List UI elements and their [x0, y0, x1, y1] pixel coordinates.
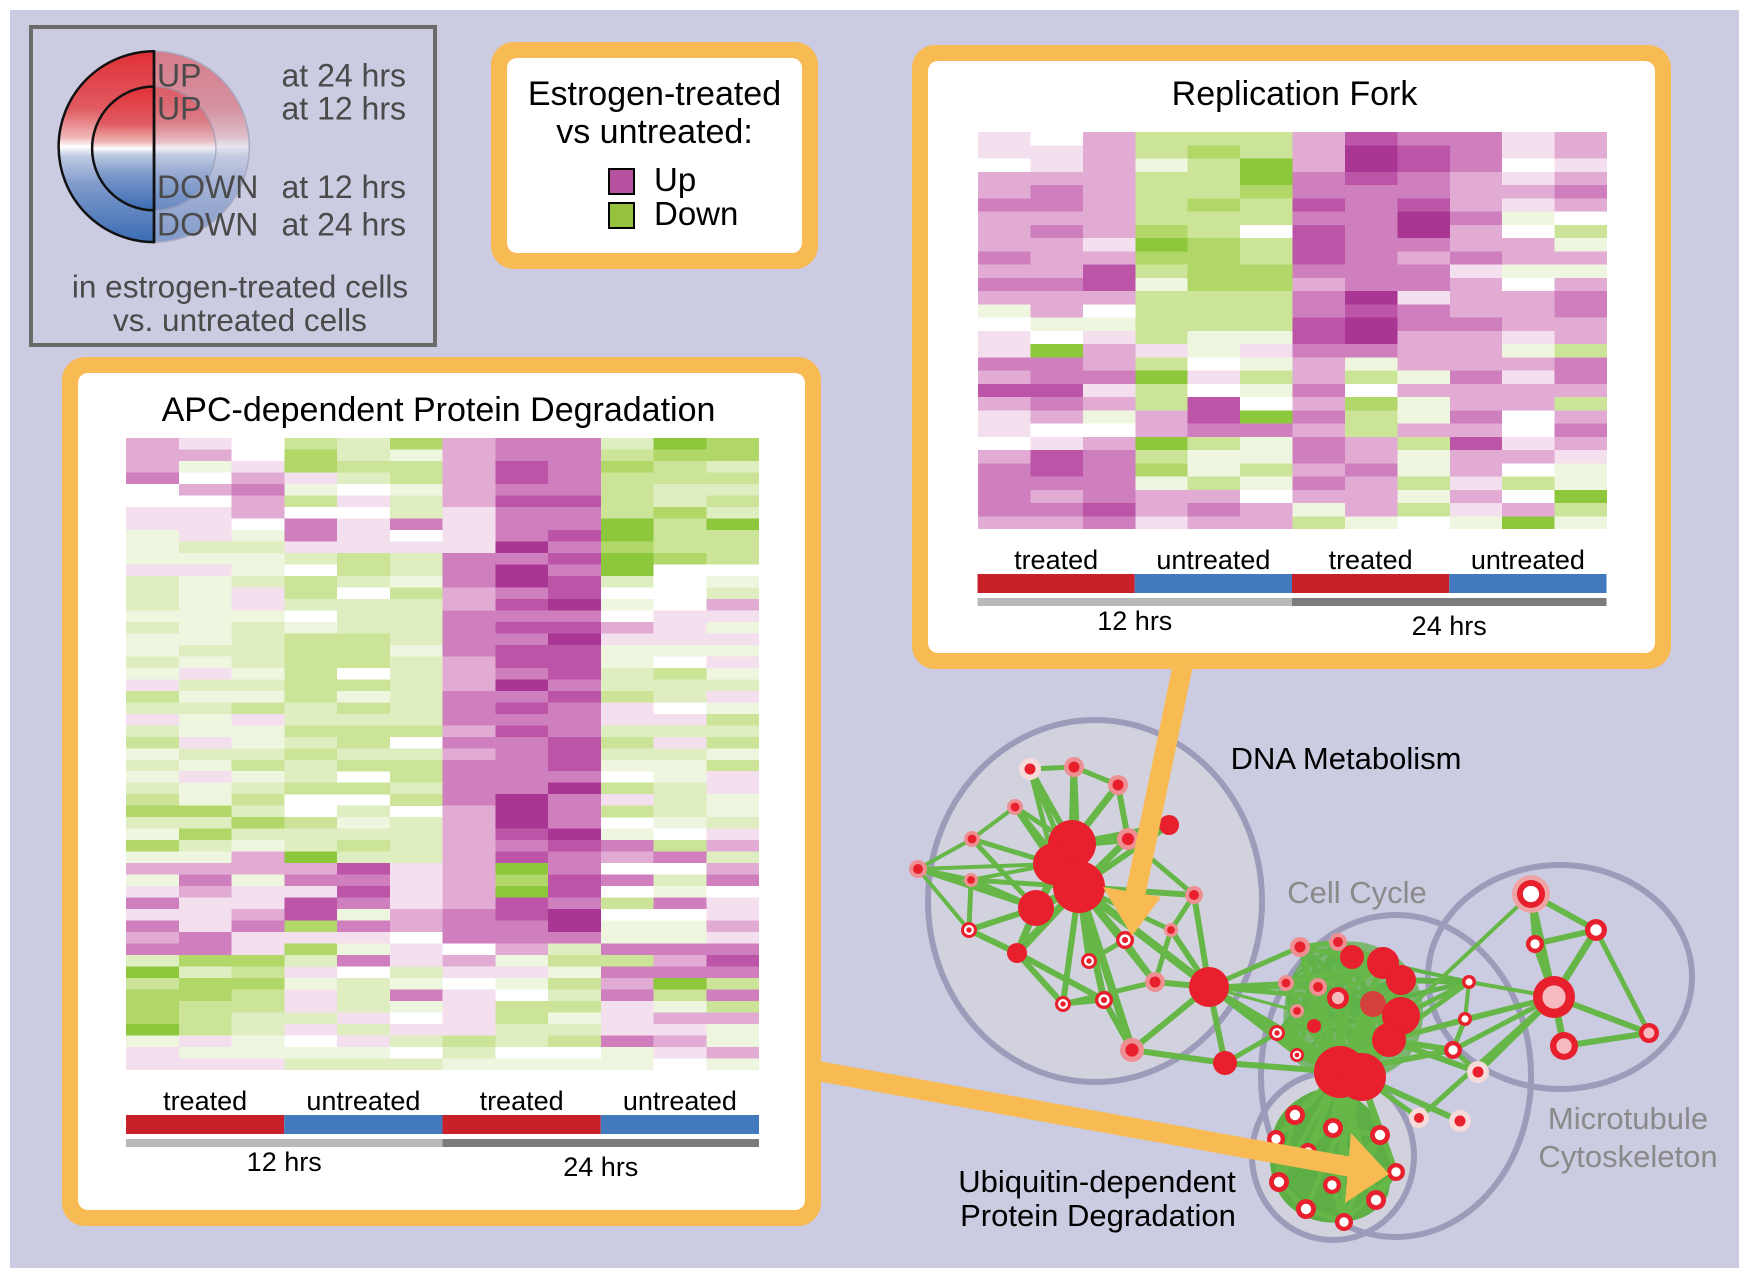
svg-text:UP: UP — [157, 58, 201, 94]
svg-text:untreated: untreated — [1156, 545, 1270, 575]
svg-text:Protein Degradation: Protein Degradation — [960, 1198, 1236, 1233]
svg-text:Ubiquitin-dependent: Ubiquitin-dependent — [958, 1164, 1236, 1199]
svg-text:in estrogen-treated cells: in estrogen-treated cells — [72, 269, 408, 305]
svg-text:12 hrs: 12 hrs — [247, 1147, 322, 1177]
svg-text:24 hrs: 24 hrs — [1412, 611, 1487, 641]
svg-text:DOWN: DOWN — [157, 207, 258, 243]
svg-text:at 24 hrs: at 24 hrs — [281, 207, 406, 243]
svg-text:at 12 hrs: at 12 hrs — [281, 91, 406, 127]
svg-text:vs. untreated cells: vs. untreated cells — [113, 302, 367, 338]
svg-text:Cell Cycle: Cell Cycle — [1287, 875, 1427, 910]
svg-text:treated: treated — [480, 1086, 564, 1116]
svg-text:Cytoskeleton: Cytoskeleton — [1538, 1139, 1717, 1174]
svg-text:treated: treated — [163, 1086, 247, 1116]
svg-text:Microtubule: Microtubule — [1548, 1101, 1708, 1136]
svg-text:UP: UP — [157, 91, 201, 127]
svg-text:untreated: untreated — [623, 1086, 737, 1116]
svg-text:untreated: untreated — [306, 1086, 420, 1116]
svg-text:untreated: untreated — [1471, 545, 1585, 575]
svg-text:at 12 hrs: at 12 hrs — [281, 169, 406, 205]
svg-text:DNA Metabolism: DNA Metabolism — [1231, 741, 1462, 776]
svg-text:12 hrs: 12 hrs — [1097, 606, 1172, 636]
svg-text:treated: treated — [1329, 545, 1413, 575]
svg-text:24 hrs: 24 hrs — [563, 1152, 638, 1182]
svg-text:treated: treated — [1014, 545, 1098, 575]
svg-text:DOWN: DOWN — [157, 169, 258, 205]
svg-text:at 24 hrs: at 24 hrs — [281, 58, 406, 94]
